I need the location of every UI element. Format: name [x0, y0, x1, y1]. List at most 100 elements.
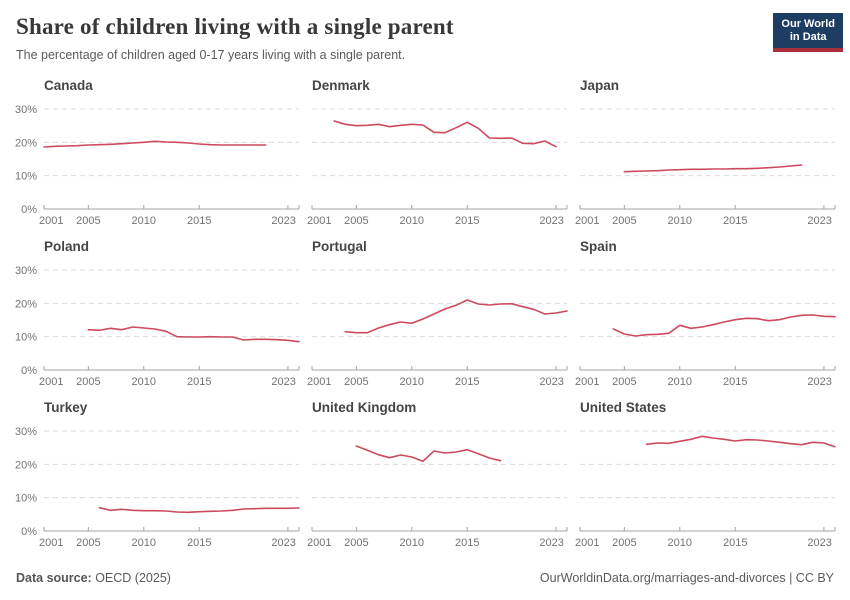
chart-cell-poland: Poland 2001 2005 2010 2015 2023 0% 10% 20% 30% — [15, 239, 300, 400]
chart-cell-spain: Spain 2001 2005 2010 2015 2023 — [575, 239, 836, 400]
x-tick-label: 2023 — [807, 537, 831, 549]
data-line-spain — [612, 314, 836, 337]
x-tick-label: 2001 — [39, 537, 63, 549]
x-tick-label: 2023 — [539, 376, 563, 388]
y-tick-label: 20% — [15, 459, 37, 471]
x-tick-label: 2010 — [668, 215, 692, 227]
data-line-united-kingdom — [355, 445, 502, 463]
x-tick-label: 2010 — [400, 376, 424, 388]
data-line-portugal — [344, 299, 568, 334]
x-tick-label: 2015 — [723, 376, 747, 388]
data-line-japan — [623, 164, 803, 173]
x-tick-label: 2023 — [271, 537, 295, 549]
data-line-turkey — [98, 506, 300, 514]
chart-title: Canada — [44, 78, 93, 93]
x-tick-label: 2005 — [76, 537, 100, 549]
x-tick-label: 2015 — [187, 376, 211, 388]
line-chart-turkey: 2001 2005 2010 2015 2023 0% 10% 20% 30% — [15, 426, 300, 549]
data-line-united-states — [645, 435, 836, 448]
x-tick-label: 2001 — [39, 215, 63, 227]
x-tick-label: 2001 — [575, 537, 599, 549]
x-tick-label: 2001 — [575, 215, 599, 227]
line-chart-japan: 2001 2005 2010 2015 2023 — [575, 108, 836, 227]
data-source: Data source: OECD (2025) — [16, 571, 171, 585]
data-source-value: OECD (2025) — [91, 571, 171, 585]
y-tick-label: 20% — [15, 298, 37, 310]
x-tick-label: 2015 — [187, 215, 211, 227]
x-tick-label: 2015 — [187, 537, 211, 549]
x-tick-label: 2015 — [455, 215, 479, 227]
chart-cell-turkey: Turkey 2001 2005 2010 2015 2023 0% 10% 20% 30% — [15, 400, 300, 561]
x-tick-label: 2023 — [539, 215, 563, 227]
small-multiples-grid: Canada 2001 2005 2010 2015 2023 0% 10% 20% 30% D… — [0, 78, 850, 561]
line-chart-poland: 2001 2005 2010 2015 2023 0% 10% 20% 30% — [15, 265, 300, 388]
x-tick-label: 2015 — [723, 215, 747, 227]
line-chart-portugal: 2001 2005 2010 2015 2023 — [307, 269, 568, 388]
x-tick-label: 2005 — [612, 537, 636, 549]
chart-title: Spain — [580, 239, 617, 254]
owid-logo[interactable]: Our World in Data — [773, 13, 843, 52]
x-tick-label: 2023 — [807, 376, 831, 388]
line-chart-canada: 2001 2005 2010 2015 2023 0% 10% 20% 30% — [15, 104, 300, 227]
owid-logo-line2: in Data — [789, 30, 827, 43]
page-title: Share of children living with a single p… — [16, 14, 454, 39]
x-tick-label: 2010 — [668, 376, 692, 388]
citation-link[interactable]: OurWorldinData.org/marriages-and-divorce… — [539, 571, 834, 585]
x-tick-label: 2005 — [344, 215, 368, 227]
chart-title: United States — [580, 400, 667, 415]
x-tick-label: 2005 — [76, 376, 100, 388]
y-tick-label: 20% — [15, 137, 37, 149]
x-tick-label: 2005 — [344, 376, 368, 388]
data-line-poland — [87, 326, 300, 343]
x-tick-label: 2010 — [400, 537, 424, 549]
x-tick-label: 2005 — [76, 215, 100, 227]
chart-title: Portugal — [312, 239, 367, 254]
x-tick-label: 2023 — [539, 537, 563, 549]
x-tick-label: 2001 — [307, 537, 331, 549]
y-tick-label: 0% — [21, 365, 37, 377]
line-chart-united-kingdom: 2001 2005 2010 2015 2023 — [307, 430, 568, 549]
y-tick-label: 10% — [15, 493, 37, 505]
chart-title: Japan — [580, 78, 620, 93]
line-chart-united-states: 2001 2005 2010 2015 2023 — [575, 430, 836, 549]
chart-title: United Kingdom — [312, 400, 417, 415]
y-tick-label: 10% — [15, 171, 37, 183]
y-tick-label: 10% — [15, 332, 37, 344]
page-subtitle: The percentage of children aged 0-17 yea… — [16, 48, 406, 62]
x-tick-label: 2001 — [575, 376, 599, 388]
data-line-denmark — [333, 120, 557, 148]
data-source-label: Data source: — [16, 571, 92, 585]
x-tick-label: 2015 — [455, 537, 479, 549]
x-tick-label: 2023 — [807, 215, 831, 227]
x-tick-label: 2001 — [307, 376, 331, 388]
chart-cell-denmark: Denmark 2001 2005 2010 2015 2023 — [307, 78, 568, 239]
header: Share of children living with a single p… — [0, 0, 850, 62]
x-tick-label: 2005 — [612, 215, 636, 227]
x-tick-label: 2001 — [39, 376, 63, 388]
chart-cell-canada: Canada 2001 2005 2010 2015 2023 0% 10% 20% 30% — [15, 78, 300, 239]
chart-title: Denmark — [312, 78, 370, 93]
chart-cell-united-kingdom: United Kingdom 2001 2005 2010 2015 2023 — [307, 400, 568, 561]
x-tick-label: 2005 — [344, 537, 368, 549]
x-tick-label: 2015 — [455, 376, 479, 388]
x-tick-label: 2010 — [132, 215, 156, 227]
chart-title: Turkey — [44, 400, 88, 415]
x-tick-label: 2023 — [271, 376, 295, 388]
line-chart-spain: 2001 2005 2010 2015 2023 — [575, 269, 836, 388]
y-tick-label: 30% — [15, 265, 37, 277]
x-tick-label: 2001 — [307, 215, 331, 227]
owid-logo-line1: Our World — [781, 18, 835, 30]
x-tick-label: 2023 — [271, 215, 295, 227]
x-tick-label: 2010 — [668, 537, 692, 549]
y-tick-label: 30% — [15, 426, 37, 438]
x-tick-label: 2010 — [132, 376, 156, 388]
x-tick-label: 2010 — [400, 215, 424, 227]
x-tick-label: 2005 — [612, 376, 636, 388]
y-tick-label: 0% — [21, 204, 37, 216]
chart-title: Poland — [44, 239, 90, 254]
footer: Data source: OECD (2025) OurWorldinData.… — [0, 571, 850, 585]
y-tick-label: 30% — [15, 104, 37, 116]
chart-cell-japan: Japan 2001 2005 2010 2015 2023 — [575, 78, 836, 239]
line-chart-denmark: 2001 2005 2010 2015 2023 — [307, 108, 568, 227]
